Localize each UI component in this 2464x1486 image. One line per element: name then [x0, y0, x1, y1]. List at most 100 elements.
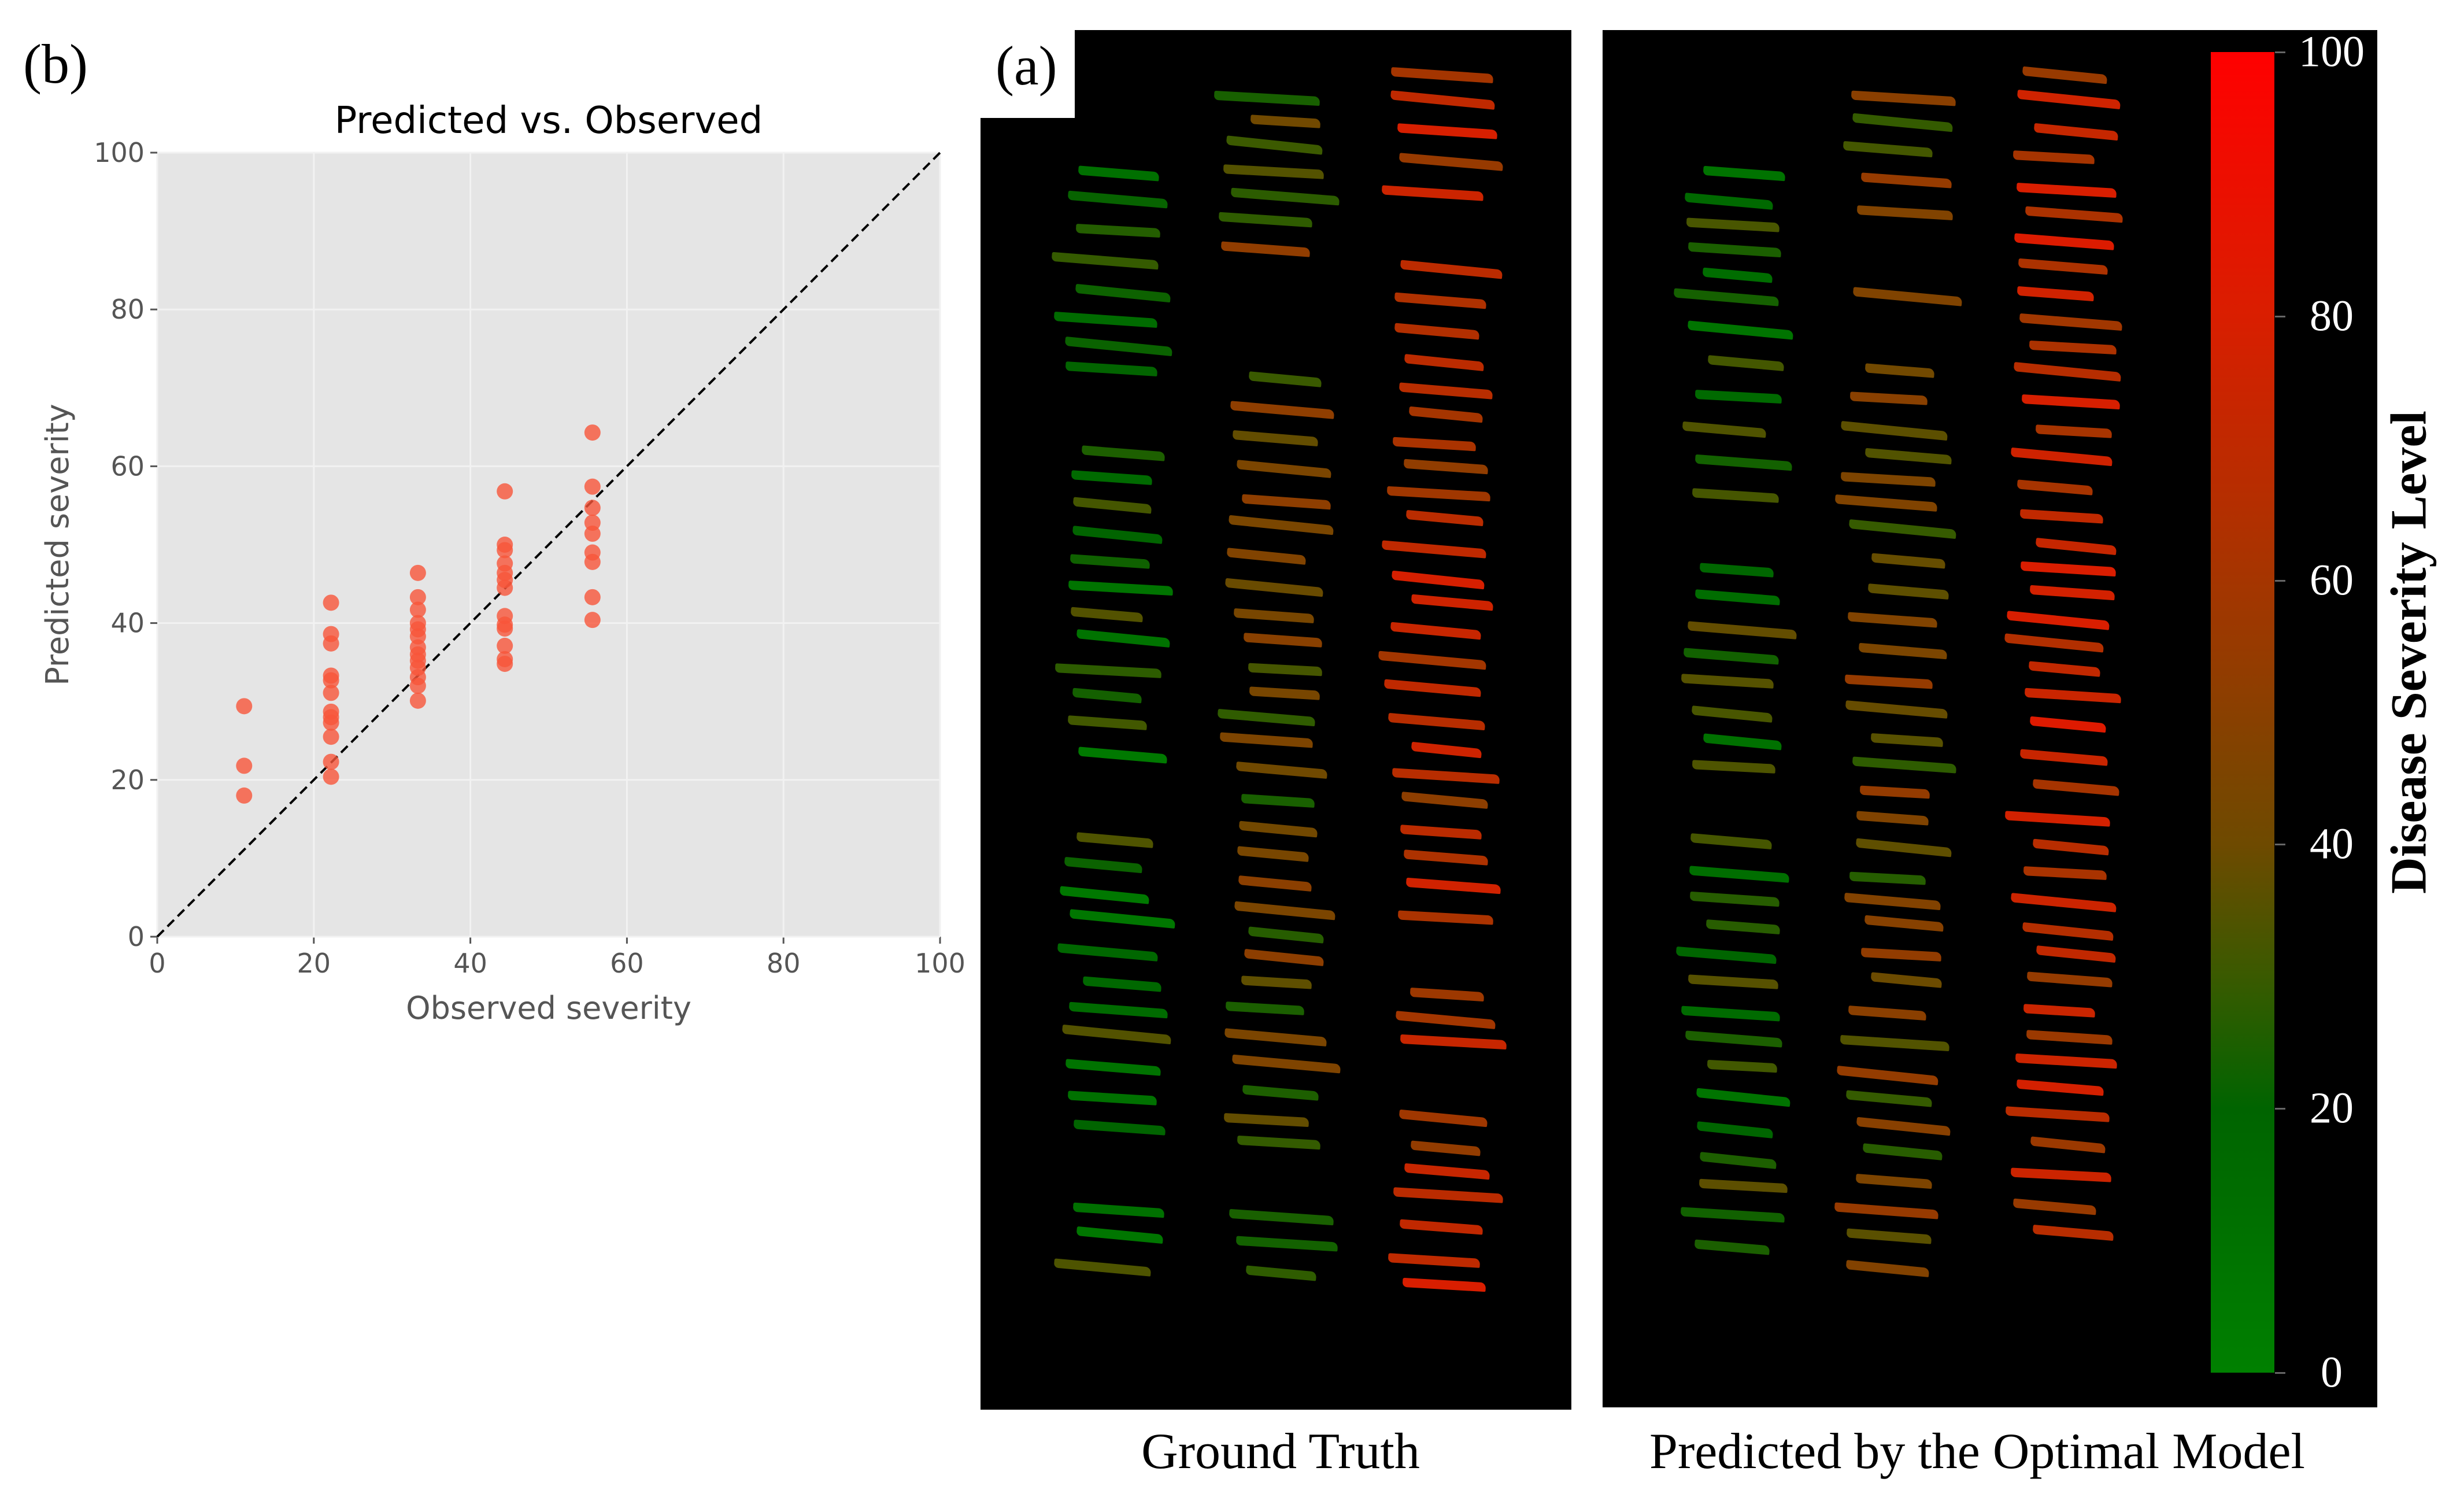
leaf-severity-mark: [2029, 585, 2115, 601]
data-point: [584, 612, 601, 629]
leaf-severity-mark: [1395, 1010, 1496, 1029]
leaf-severity-mark: [1235, 761, 1328, 779]
leaf-severity-mark: [1401, 792, 1489, 809]
leaf-severity-mark: [1069, 908, 1175, 929]
leaf-severity-mark: [1229, 1209, 1334, 1226]
leaf-severity-mark: [1383, 679, 1482, 697]
leaf-severity-mark: [1073, 1119, 1166, 1136]
leaf-severity-mark: [1695, 390, 1782, 404]
leaf-severity-mark: [1067, 190, 1168, 208]
leaf-severity-mark: [1082, 976, 1163, 992]
leaf-severity-mark: [2006, 1106, 2110, 1122]
leaf-severity-mark: [1072, 526, 1164, 544]
leaf-severity-mark: [1849, 391, 1927, 405]
leaf-severity-mark: [1231, 1054, 1341, 1074]
leaf-severity-mark: [1692, 487, 1779, 503]
leaf-severity-mark: [1408, 406, 1483, 423]
y-tick-label: 40: [110, 608, 145, 639]
data-point: [323, 635, 339, 652]
leaf-severity-mark: [1860, 948, 1941, 962]
leaf-severity-mark: [2035, 424, 2112, 438]
leaf-severity-mark: [1248, 371, 1322, 387]
leaf-severity-mark: [2012, 150, 2095, 165]
leaf-severity-mark: [1400, 825, 1482, 840]
leaf-severity-mark: [1230, 401, 1335, 419]
leaf-severity-mark: [1237, 1136, 1320, 1150]
leaf-severity-mark: [1213, 90, 1320, 106]
leaf-severity-mark: [1870, 972, 1943, 988]
leaf-severity-mark: [1849, 871, 1926, 885]
data-point: [323, 729, 339, 745]
leaf-severity-mark: [2017, 479, 2093, 496]
leaf-severity-mark: [1844, 674, 1933, 689]
leaf-severity-mark: [1834, 494, 1938, 512]
leaf-severity-mark: [2028, 660, 2101, 677]
leaf-severity-mark: [1682, 421, 1766, 438]
leaf-severity-mark: [1223, 1112, 1309, 1127]
leaf-severity-mark: [1847, 612, 1938, 628]
leaf-severity-mark: [1404, 849, 1489, 866]
leaf-severity-mark: [1226, 547, 1306, 565]
x-tick-label: 60: [610, 948, 644, 979]
leaf-severity-mark: [2033, 123, 2119, 141]
data-point: [497, 483, 513, 500]
leaf-severity-mark: [1391, 570, 1485, 590]
leaf-severity-mark: [2022, 66, 2108, 84]
x-tick-label: 80: [767, 948, 801, 979]
leaf-severity-mark: [1845, 700, 1948, 719]
leaf-severity-mark: [1068, 580, 1174, 596]
leaf-severity-mark: [2032, 1224, 2114, 1241]
leaf-severity-mark: [1409, 988, 1484, 1002]
leaf-severity-mark: [2021, 394, 2121, 410]
leaf-severity-mark: [1840, 420, 1948, 441]
leaf-severity-mark: [2019, 509, 2104, 524]
leaf-severity-mark: [1684, 193, 1774, 210]
y-tick-label: 0: [128, 921, 145, 952]
colorbar-tick-label: 20: [2310, 1084, 2354, 1133]
leaf-severity-mark: [2010, 448, 2114, 467]
colorbar-tick: [2275, 844, 2285, 846]
colorbar-tick-label: 40: [2310, 819, 2354, 868]
leaf-severity-mark: [1218, 212, 1313, 228]
leaf-severity-mark: [1864, 363, 1935, 378]
leaf-severity-mark: [1688, 242, 1782, 257]
leaf-severity-mark: [1386, 486, 1490, 502]
leaf-severity-mark: [1707, 355, 1785, 372]
leaf-severity-mark: [1226, 135, 1323, 155]
leaf-severity-mark: [1405, 877, 1501, 894]
leaf-severity-mark: [2013, 361, 2121, 382]
leaf-severity-mark: [1068, 1001, 1169, 1019]
data-point: [584, 424, 601, 441]
leaf-severity-mark: [1067, 1091, 1157, 1106]
leaf-severity-mark: [1692, 760, 1776, 774]
leaf-severity-mark: [1217, 709, 1316, 727]
leaf-severity-mark: [1695, 589, 1780, 606]
leaf-severity-mark: [1845, 1259, 1930, 1277]
leaf-severity-mark: [1686, 217, 1780, 232]
leaf-severity-mark: [1834, 1202, 1939, 1219]
data-point: [236, 787, 253, 804]
leaf-severity-mark: [1404, 1163, 1490, 1180]
scatter-plot: 0 20 40 60 80 100 0 20 40 60 80 100 Predicted vs. Ob…: [39, 99, 965, 1026]
colorbar-title: Disease Severity Level: [2381, 411, 2437, 894]
leaf-severity-mark: [1236, 459, 1332, 478]
leaf-severity-mark: [1399, 152, 1504, 171]
leaf-severity-mark: [1856, 1117, 1951, 1136]
leaf-severity-mark: [1841, 472, 1936, 487]
data-point: [323, 685, 339, 701]
colorbar-tick: [2275, 51, 2285, 53]
colorbar-tick: [2275, 1108, 2285, 1110]
leaf-severity-mark: [1411, 742, 1482, 759]
leaf-severity-mark: [1688, 974, 1778, 989]
leaf-severity-mark: [1689, 892, 1780, 907]
data-point: [497, 656, 513, 672]
leaf-severity-mark: [1228, 515, 1334, 535]
leaf-severity-mark: [1689, 866, 1789, 884]
y-tick-label: 20: [110, 764, 145, 796]
leaf-severity-mark: [1696, 1088, 1791, 1107]
data-point: [323, 768, 339, 785]
leaf-severity-mark: [2017, 90, 2121, 110]
leaf-severity-mark: [1836, 1065, 1939, 1085]
leaf-severity-mark: [1230, 187, 1340, 206]
leaf-severity-mark: [1858, 642, 1948, 660]
